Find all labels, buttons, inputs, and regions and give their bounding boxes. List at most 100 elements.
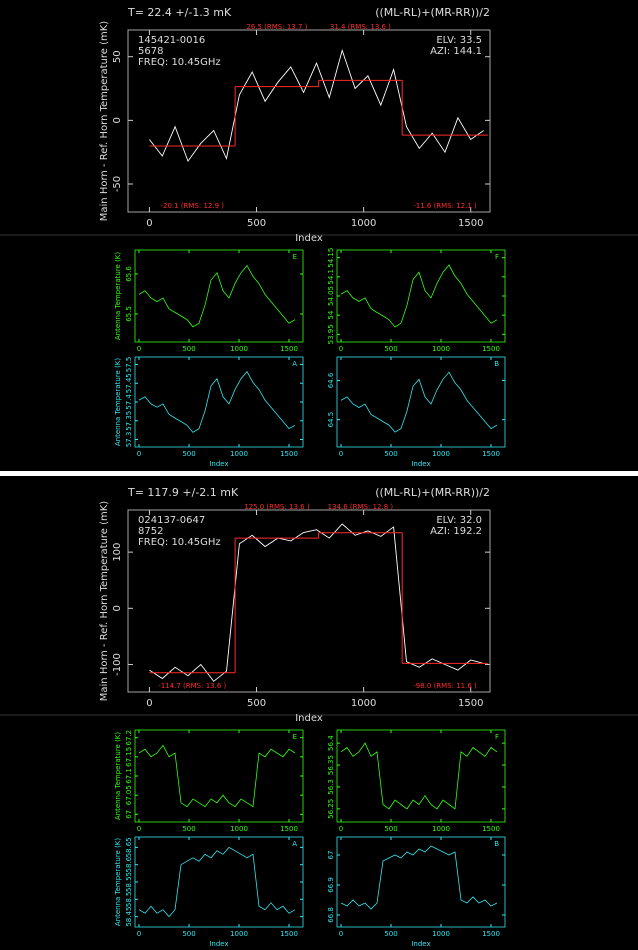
panel-label: B [494, 840, 499, 848]
signal-line [340, 371, 498, 433]
small-chart: 0 500 1000 1500 66.8 66.9 67 B Index [327, 836, 506, 948]
panel-label: E [293, 253, 297, 261]
y-tick-label: 65.6 [125, 266, 133, 282]
plot-frame [336, 729, 506, 823]
chart-subtitle: ((ML-RL)+(MR-RR))/2 [375, 486, 490, 499]
x-tick-label: 500 [384, 450, 397, 458]
y-tick-label: 57.45 [125, 373, 133, 393]
x-tick-label: 1000 [432, 450, 450, 458]
y-tick-label: -100 [112, 653, 123, 676]
y-tick-label: 67.05 [125, 785, 133, 805]
mean-label: 31.4 (RMS: 13.6 ) [330, 23, 391, 31]
info-text: FREQ: 10.45GHz [138, 57, 221, 68]
info-text: 8752 [138, 526, 163, 537]
y-tick-label: 50 [112, 50, 123, 63]
x-tick-label: 0 [137, 345, 141, 353]
signal-line [138, 370, 296, 433]
y-tick-label: 64.5 [327, 412, 335, 428]
x-tick-label: 1500 [482, 825, 500, 833]
info-text: AZI: 192.2 [430, 526, 482, 537]
y-tick-label: 56.35 [327, 755, 335, 775]
y-tick-label: 54.1 [327, 269, 335, 285]
x-axis-label: Index [209, 940, 228, 948]
y-tick-label: 58.65 [125, 837, 133, 857]
plot-frame [127, 509, 491, 693]
y-axis-label: Antenna Temperature (K) [114, 252, 122, 341]
mean-label: -98.0 (RMS: 11.6 ) [413, 682, 477, 690]
x-tick-label: 1000 [432, 930, 450, 938]
x-tick-label: 0 [146, 698, 152, 709]
x-tick-label: 1000 [351, 698, 376, 709]
signal-line [340, 845, 498, 910]
small-chart: 0 500 1000 1500 65.5 65.6 E Antenna Temperature… [114, 249, 304, 353]
signal-line [340, 742, 498, 810]
info-text: ELV: 33.5 [436, 35, 482, 46]
y-tick-label: 65.5 [125, 306, 133, 322]
y-tick-label: 58.55 [125, 872, 133, 892]
y-tick-label: 56.3 [327, 779, 335, 795]
panel-label: B [494, 360, 499, 368]
y-tick-label: 67.2 [125, 730, 133, 746]
x-tick-label: 500 [182, 450, 195, 458]
mean-label: -20.1 (RMS: 12.9 ) [160, 202, 224, 210]
panel-separator [0, 471, 638, 476]
signal-line [149, 48, 484, 163]
info-text: FREQ: 10.45GHz [138, 537, 221, 548]
y-tick-label: 100 [112, 543, 123, 562]
x-tick-label: 1500 [482, 930, 500, 938]
chart-title: T= 22.4 +/-1.3 mK [127, 6, 232, 19]
x-tick-label: 500 [182, 345, 195, 353]
y-tick-label: 66.9 [327, 877, 335, 893]
signal-line [149, 523, 484, 682]
info-text: ELV: 32.0 [436, 515, 482, 526]
plot-frame [336, 356, 506, 448]
signal-line [138, 846, 296, 918]
y-tick-label: 66.8 [327, 907, 335, 923]
x-tick-label: 1000 [230, 825, 248, 833]
x-axis-label: Index [411, 460, 430, 468]
y-axis-label: Antenna Temperature (K) [114, 732, 122, 821]
y-tick-label: 56.4 [327, 735, 335, 751]
x-tick-label: 1500 [482, 345, 500, 353]
y-axis-label: Antenna Temperature (K) [114, 358, 122, 447]
chart-subtitle: ((ML-RL)+(MR-RR))/2 [375, 6, 490, 19]
mean-label: -11.6 (RMS: 12.1 ) [413, 202, 477, 210]
plot-frame [127, 29, 491, 213]
y-tick-label: 67 [327, 851, 335, 860]
y-tick-label: 54 [327, 310, 335, 319]
x-tick-label: 0 [137, 825, 141, 833]
mean-label: 134.6 (RMS: 12.8 ) [328, 503, 394, 511]
small-chart: 0 500 1000 1500 64.5 64.6 B Index [327, 356, 506, 468]
panel-label: E [293, 733, 297, 741]
y-tick-label: 0 [112, 117, 123, 123]
main-chart: 0 500 1000 1500 -50 0 50 -20.1 (RMS: 12.9 ) 26.5… [99, 6, 491, 244]
x-tick-label: 500 [384, 345, 397, 353]
chart-title: T= 117.9 +/-2.1 mK [127, 486, 239, 499]
x-tick-label: 1000 [230, 930, 248, 938]
x-tick-label: 500 [182, 930, 195, 938]
x-tick-label: 0 [339, 345, 343, 353]
panel-label: F [495, 253, 499, 261]
x-tick-label: 1000 [432, 345, 450, 353]
signal-line [138, 264, 296, 328]
y-tick-label: 58.5 [125, 892, 133, 908]
x-tick-label: 0 [339, 930, 343, 938]
y-tick-label: 67.15 [125, 747, 133, 767]
x-tick-label: 1500 [458, 698, 483, 709]
mean-label: -114.7 (RMS: 13.6 ) [158, 682, 226, 690]
y-tick-label: 57.5 [125, 357, 133, 373]
info-text: 5678 [138, 46, 163, 57]
y-tick-label: -50 [112, 176, 123, 192]
x-tick-label: 1000 [230, 345, 248, 353]
x-tick-label: 500 [182, 825, 195, 833]
x-tick-label: 1000 [432, 825, 450, 833]
y-axis-label: Main Horn - Ref. Horn Temperature (mK) [99, 21, 110, 222]
y-axis-label: Main Horn - Ref. Horn Temperature (mK) [99, 501, 110, 702]
x-tick-label: 1500 [458, 218, 483, 229]
info-text: 024137-0647 [138, 515, 205, 526]
y-tick-label: 0 [112, 605, 123, 611]
